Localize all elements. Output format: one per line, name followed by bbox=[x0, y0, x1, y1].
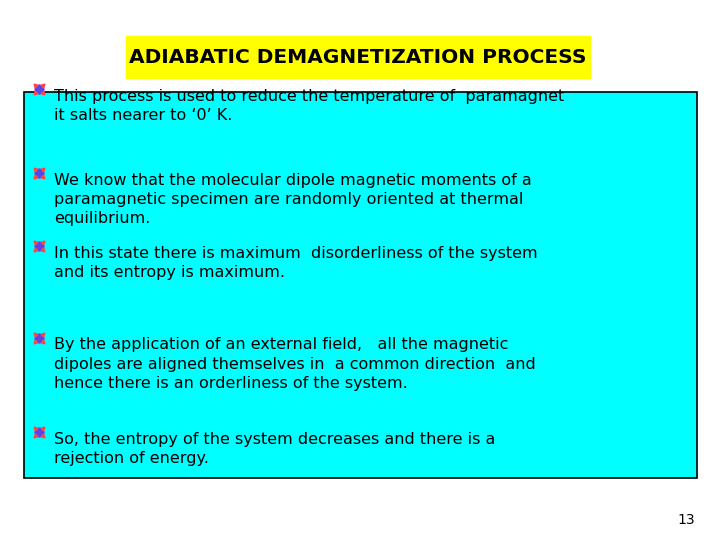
Text: By the application of an external field,   all the magnetic
dipoles are aligned : By the application of an external field,… bbox=[54, 338, 536, 391]
Text: ADIABATIC DEMAGNETIZATION PROCESS: ADIABATIC DEMAGNETIZATION PROCESS bbox=[130, 48, 587, 67]
Text: We know that the molecular dipole magnetic moments of a
paramagnetic specimen ar: We know that the molecular dipole magnet… bbox=[54, 173, 532, 226]
FancyBboxPatch shape bbox=[126, 36, 590, 78]
Text: This process is used to reduce the temperature of  paramagnet
it salts nearer to: This process is used to reduce the tempe… bbox=[54, 89, 564, 123]
FancyBboxPatch shape bbox=[24, 92, 697, 478]
Text: So, the entropy of the system decreases and there is a
rejection of energy.: So, the entropy of the system decreases … bbox=[54, 432, 495, 466]
Text: 13: 13 bbox=[678, 512, 695, 526]
Text: In this state there is maximum  disorderliness of the system
and its entropy is : In this state there is maximum disorderl… bbox=[54, 246, 538, 280]
